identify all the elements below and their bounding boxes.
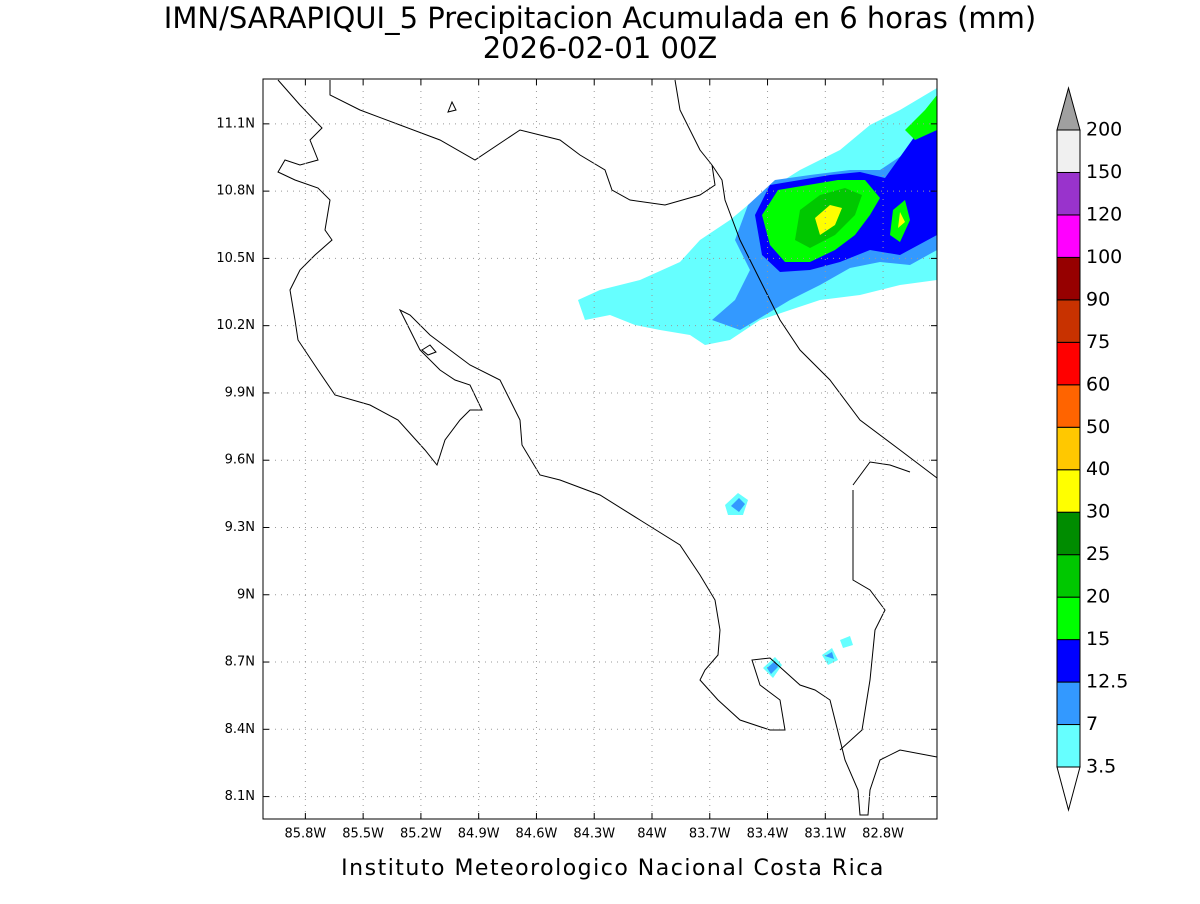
colorbar-box xyxy=(1056,469,1081,513)
x-tick-label: 85.2W xyxy=(400,827,442,842)
coastline xyxy=(674,79,713,166)
colorbar-label: 200 xyxy=(1086,119,1122,141)
colorbar-box xyxy=(1056,214,1081,258)
colorbar-label: 100 xyxy=(1086,246,1122,268)
x-tick-label: 85.5W xyxy=(342,827,384,842)
colorbar-box xyxy=(1056,511,1081,556)
x-tick-label: 83.4W xyxy=(747,827,789,842)
coastline xyxy=(277,79,938,816)
colorbar-under xyxy=(1056,766,1081,812)
colorbar-label: 150 xyxy=(1086,161,1122,183)
colorbar-box xyxy=(1056,554,1081,598)
y-tick-label: 10.2N xyxy=(216,318,255,333)
colorbar-label: 40 xyxy=(1086,458,1110,480)
border xyxy=(329,80,938,479)
colorbar-label: 20 xyxy=(1086,586,1110,608)
y-tick-label: 9N xyxy=(237,587,255,602)
precipitation-field xyxy=(578,88,937,678)
colorbar-box xyxy=(1056,681,1081,726)
colorbar-label: 75 xyxy=(1086,331,1110,353)
y-tick-label: 8.7N xyxy=(225,655,255,670)
x-tick-label: 83.1W xyxy=(804,827,846,842)
island xyxy=(421,100,457,356)
colorbar-label: 90 xyxy=(1086,288,1110,310)
colorbar-label: 25 xyxy=(1086,543,1110,565)
x-tick-label: 84.3W xyxy=(573,827,615,842)
colorbar-box xyxy=(1056,341,1081,386)
colorbar-box xyxy=(1056,384,1081,428)
x-tick-label: 84W xyxy=(637,827,667,842)
x-tick-label: 85.8W xyxy=(284,827,326,842)
x-tick-label: 84.6W xyxy=(516,827,558,842)
colorbar-label: 120 xyxy=(1086,203,1122,225)
x-tick-label: 83.7W xyxy=(689,827,731,842)
colorbar-box xyxy=(1056,256,1081,301)
subtitle: 2026-02-01 00Z xyxy=(483,31,718,65)
y-tick-label: 9.6N xyxy=(225,453,255,468)
colorbar-label: 50 xyxy=(1086,416,1110,438)
colorbar-label: 60 xyxy=(1086,373,1110,395)
colorbar-box xyxy=(1056,596,1081,641)
colorbar-box xyxy=(1056,299,1081,343)
colorbar-box xyxy=(1056,171,1081,216)
x-tick-label: 84.9W xyxy=(458,827,500,842)
y-tick-label: 8.4N xyxy=(225,722,255,737)
colorbar-over xyxy=(1056,86,1081,131)
y-tick-label: 9.3N xyxy=(225,520,255,535)
y-tick-label: 11.1N xyxy=(216,116,255,131)
border xyxy=(839,461,911,751)
y-tick-label: 10.8N xyxy=(216,184,255,199)
colorbar-label: 15 xyxy=(1086,628,1110,650)
colorbar-label: 7 xyxy=(1086,713,1098,735)
y-tick-label: 10.5N xyxy=(216,251,255,266)
colorbar-label: 12.5 xyxy=(1086,671,1128,693)
x-tick-label: 82.8W xyxy=(862,827,904,842)
colorbar-box xyxy=(1056,639,1081,683)
colorbar-box xyxy=(1056,129,1081,173)
colorbar-label: 30 xyxy=(1086,501,1110,523)
colorbar-box xyxy=(1056,426,1081,471)
footer: Instituto Meteorologico Nacional Costa R… xyxy=(341,856,885,881)
title: IMN/SARAPIQUI_5 Precipitacion Acumulada … xyxy=(164,1,1036,35)
map-frame xyxy=(262,78,938,820)
colorbar-box xyxy=(1056,724,1081,768)
colorbar-label: 3.5 xyxy=(1086,756,1116,778)
y-tick-label: 9.9N xyxy=(225,385,255,400)
y-tick-label: 8.1N xyxy=(225,789,255,804)
coastlines xyxy=(277,79,938,816)
